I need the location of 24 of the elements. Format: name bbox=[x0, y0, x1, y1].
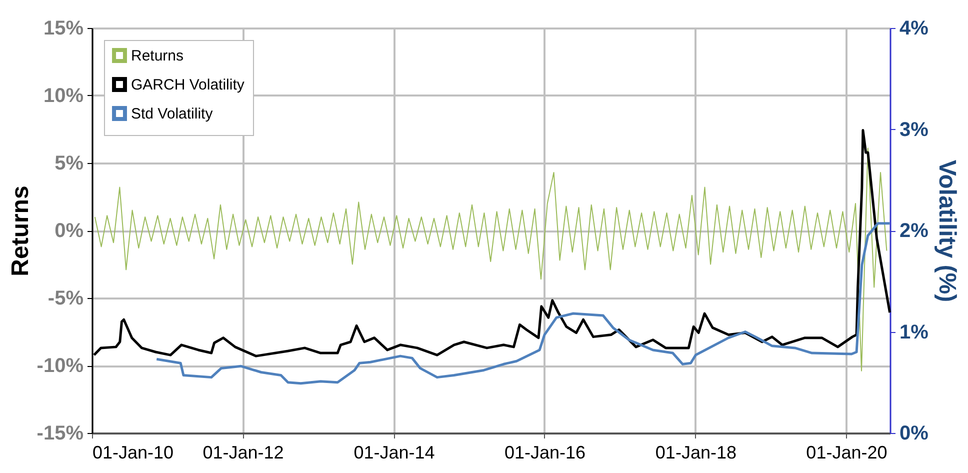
x-tick-label: 01-Jan-20 bbox=[806, 442, 888, 462]
legend-label: Returns bbox=[131, 48, 184, 64]
y2-tick-label: 2% bbox=[900, 220, 929, 242]
x-tick-label: 01-Jan-16 bbox=[504, 442, 586, 462]
y2-tick-label: 3% bbox=[900, 118, 929, 141]
y-tick-label: 10% bbox=[43, 85, 84, 107]
y2-tick-label: 4% bbox=[900, 18, 929, 40]
y-tick-label: -5% bbox=[48, 288, 84, 310]
y-tick-label: -10% bbox=[36, 355, 84, 377]
y2-tick-label: 1% bbox=[900, 321, 929, 344]
x-tick-label: 01-Jan-14 bbox=[354, 442, 435, 462]
y2-axis-title: Volatility (%) bbox=[933, 160, 960, 302]
legend-label: Std Volatility bbox=[131, 106, 214, 122]
y-tick-label: 0% bbox=[54, 220, 84, 242]
legend-label: GARCH Volatility bbox=[131, 76, 245, 94]
y-tick-label: -15% bbox=[36, 422, 84, 444]
y-axis-title: Returns bbox=[6, 186, 34, 276]
x-tick-label: 01-Jan-12 bbox=[202, 442, 284, 462]
line-series bbox=[155, 222, 892, 385]
y2-tick-label: 0% bbox=[900, 422, 929, 444]
x-tick-label: 01-Jan-10 bbox=[92, 442, 174, 462]
y-tick-label: 15% bbox=[43, 18, 84, 40]
x-tick-label: 01-Jan-18 bbox=[655, 442, 736, 462]
y-tick-label: 5% bbox=[54, 152, 84, 174]
